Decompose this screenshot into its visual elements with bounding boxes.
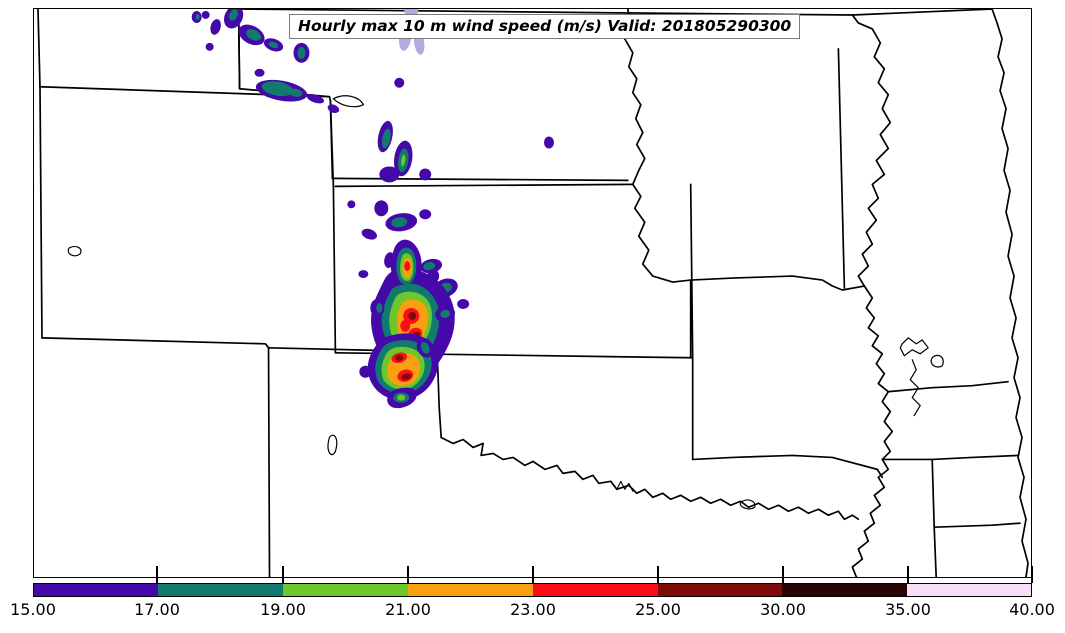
colorbar-segment-19-21 xyxy=(283,584,409,596)
colorbar-segment-30-35 xyxy=(782,584,908,596)
colorbar-tick-mark xyxy=(907,566,909,583)
map-axes xyxy=(33,8,1032,578)
wind-speed-contours xyxy=(191,9,554,409)
colorbar-tick-mark xyxy=(156,566,158,583)
colorbar-tick-labels: 15.00 17.00 19.00 21.00 23.00 25.00 30.00 35.00… xyxy=(0,600,1065,624)
colorbar-tick-mark xyxy=(657,566,659,583)
colorbar-segment-35-40 xyxy=(907,584,1031,596)
colorbar-tick-label-17-00: 17.00 xyxy=(134,600,180,619)
colorbar-segment-21-23 xyxy=(408,584,533,596)
title-box: Hourly max 10 m wind speed (m/s) Valid: … xyxy=(289,14,801,40)
plot-title: Hourly max 10 m wind speed (m/s) Valid: … xyxy=(298,17,792,35)
colorbar-tick-label-40-00: 40.00 xyxy=(1009,600,1055,619)
colorbar-tick-label-21-00: 21.00 xyxy=(385,600,431,619)
colorbar-tick-label-23-00: 23.00 xyxy=(510,600,556,619)
colorbar xyxy=(33,583,1032,597)
colorbar-tick-mark xyxy=(1031,566,1033,583)
colorbar-tick-label-19-00: 19.00 xyxy=(260,600,306,619)
storm-cells-north xyxy=(191,9,340,113)
colorbar-tick-mark xyxy=(407,566,409,583)
colorbar-tick-label-25-00: 25.00 xyxy=(635,600,681,619)
storm-cells-scattered xyxy=(347,9,554,309)
state-boundaries xyxy=(37,9,1029,577)
lake-features xyxy=(67,95,944,510)
storm-cluster-south xyxy=(359,333,439,409)
colorbar-tick-label-30-00: 30.00 xyxy=(760,600,806,619)
colorbar-segment-17-19 xyxy=(157,584,284,596)
colorbar-tick-mark xyxy=(782,566,784,583)
colorbar-segment-15-17 xyxy=(34,584,158,596)
colorbar-segment-25-30 xyxy=(657,584,783,596)
colorbar-segment-23-25 xyxy=(532,584,658,596)
colorbar-tick-label-15-00: 15.00 xyxy=(10,600,56,619)
colorbar-tick-mark xyxy=(282,566,284,583)
map-svg xyxy=(37,9,1029,577)
colorbar-tick-label-35-00: 35.00 xyxy=(885,600,931,619)
colorbar-tick-mark xyxy=(532,566,534,583)
